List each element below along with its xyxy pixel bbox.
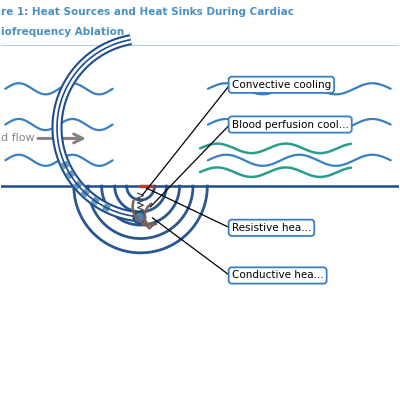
Text: Resistive hea...: Resistive hea... xyxy=(232,223,311,233)
Text: Conductive hea...: Conductive hea... xyxy=(232,270,324,280)
Text: d flow: d flow xyxy=(1,134,35,144)
Text: Blood perfusion cool...: Blood perfusion cool... xyxy=(232,120,349,130)
Text: iofrequency Ablation: iofrequency Ablation xyxy=(1,27,125,37)
Text: re 1: Heat Sources and Heat Sinks During Cardiac: re 1: Heat Sources and Heat Sinks During… xyxy=(1,7,294,17)
Text: Convective cooling: Convective cooling xyxy=(232,80,331,90)
